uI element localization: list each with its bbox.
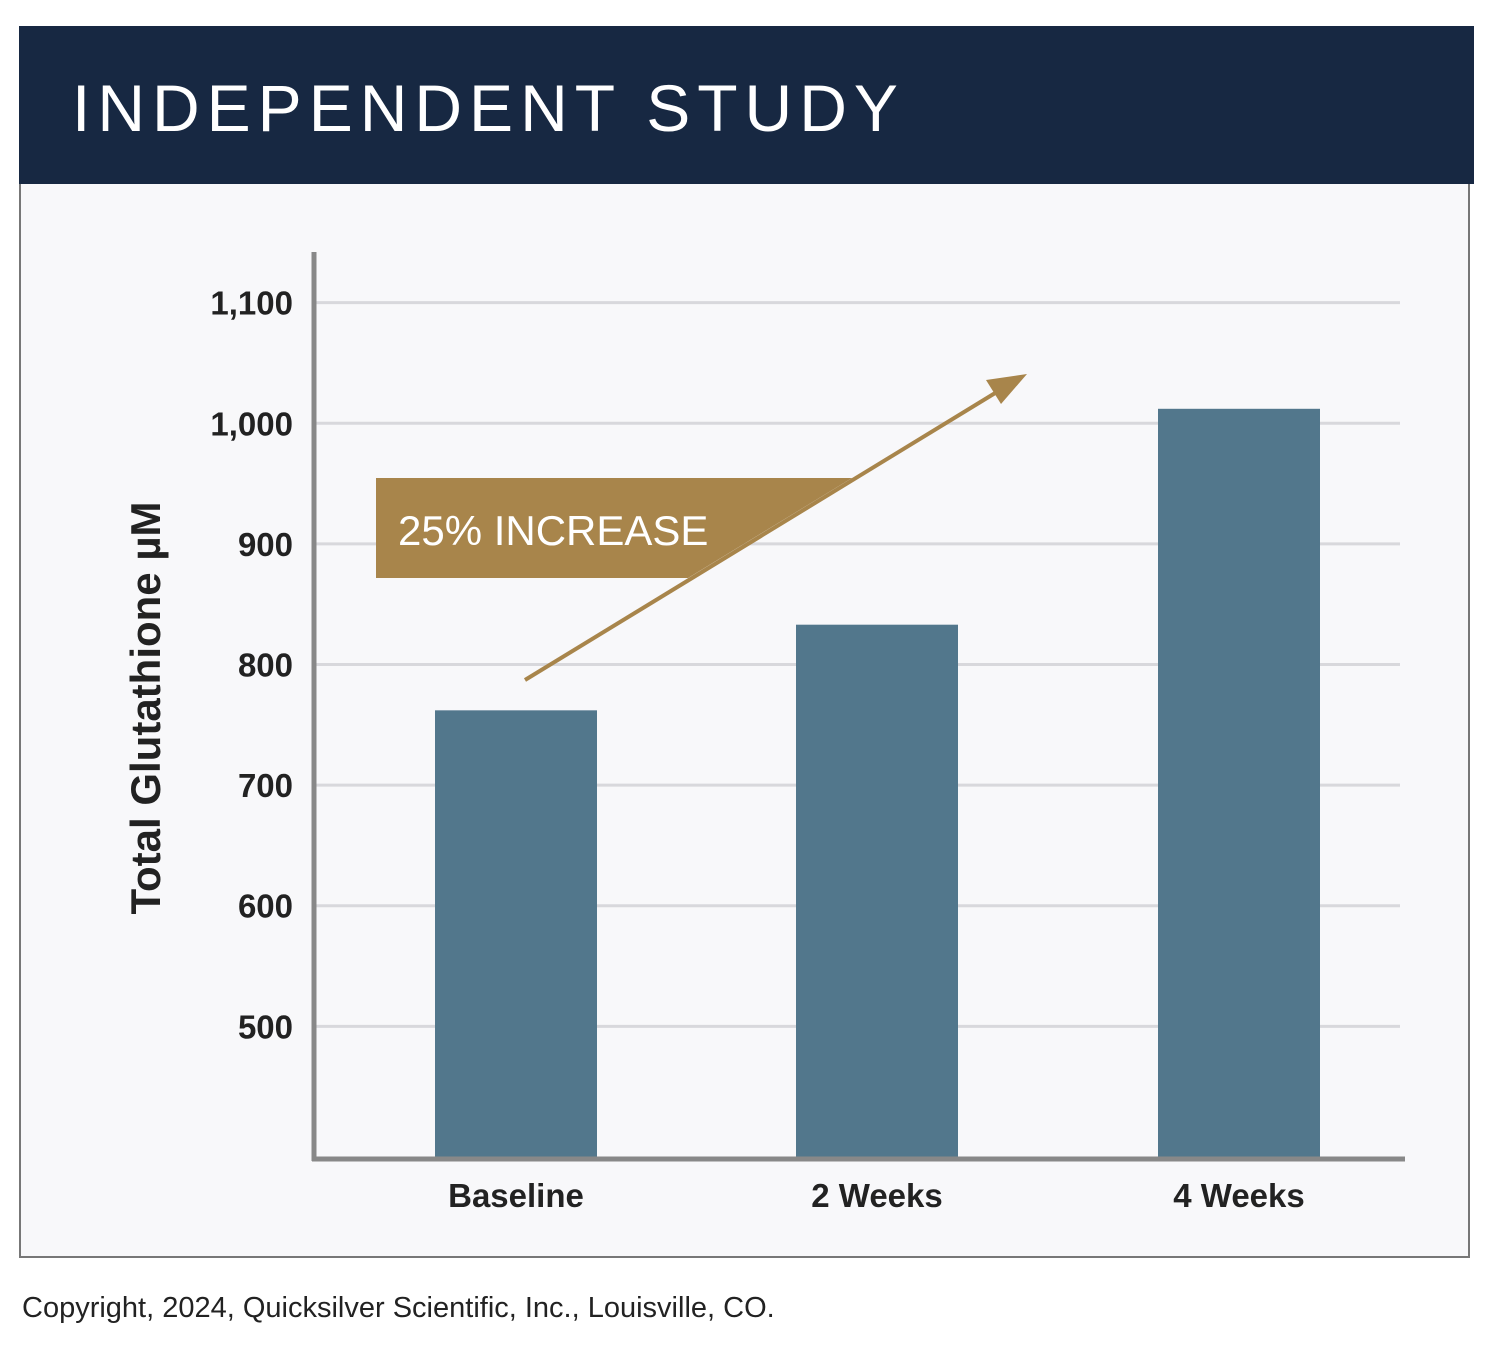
annotation-box [376,478,852,578]
y-tick-label: 500 [238,1008,293,1045]
bar-baseline [435,710,597,1159]
y-tick-label: 1,100 [210,285,293,322]
x-tick-label: 4 Weeks [1173,1177,1304,1214]
y-tick-label: 800 [238,646,293,683]
y-tick-label: 700 [238,767,293,804]
header-banner [19,26,1474,184]
copyright-text: Copyright, 2024, Quicksilver Scientific,… [22,1292,775,1324]
y-tick-label: 900 [238,526,293,563]
page-title: INDEPENDENT STUDY [72,71,905,145]
x-tick-label: Baseline [448,1177,584,1214]
y-tick-label: 600 [238,888,293,925]
arrow-head-icon [986,374,1027,404]
x-tick-label: 2 Weeks [811,1177,942,1214]
y-axis-label: Total Glutathione µM [122,501,169,914]
annotation-label: 25% INCREASE [398,507,708,554]
annotation-arrow-line [523,385,1007,682]
bar-2-weeks [796,624,958,1159]
y-tick-label: 1,000 [210,405,293,442]
bar-4-weeks [1158,408,1320,1159]
